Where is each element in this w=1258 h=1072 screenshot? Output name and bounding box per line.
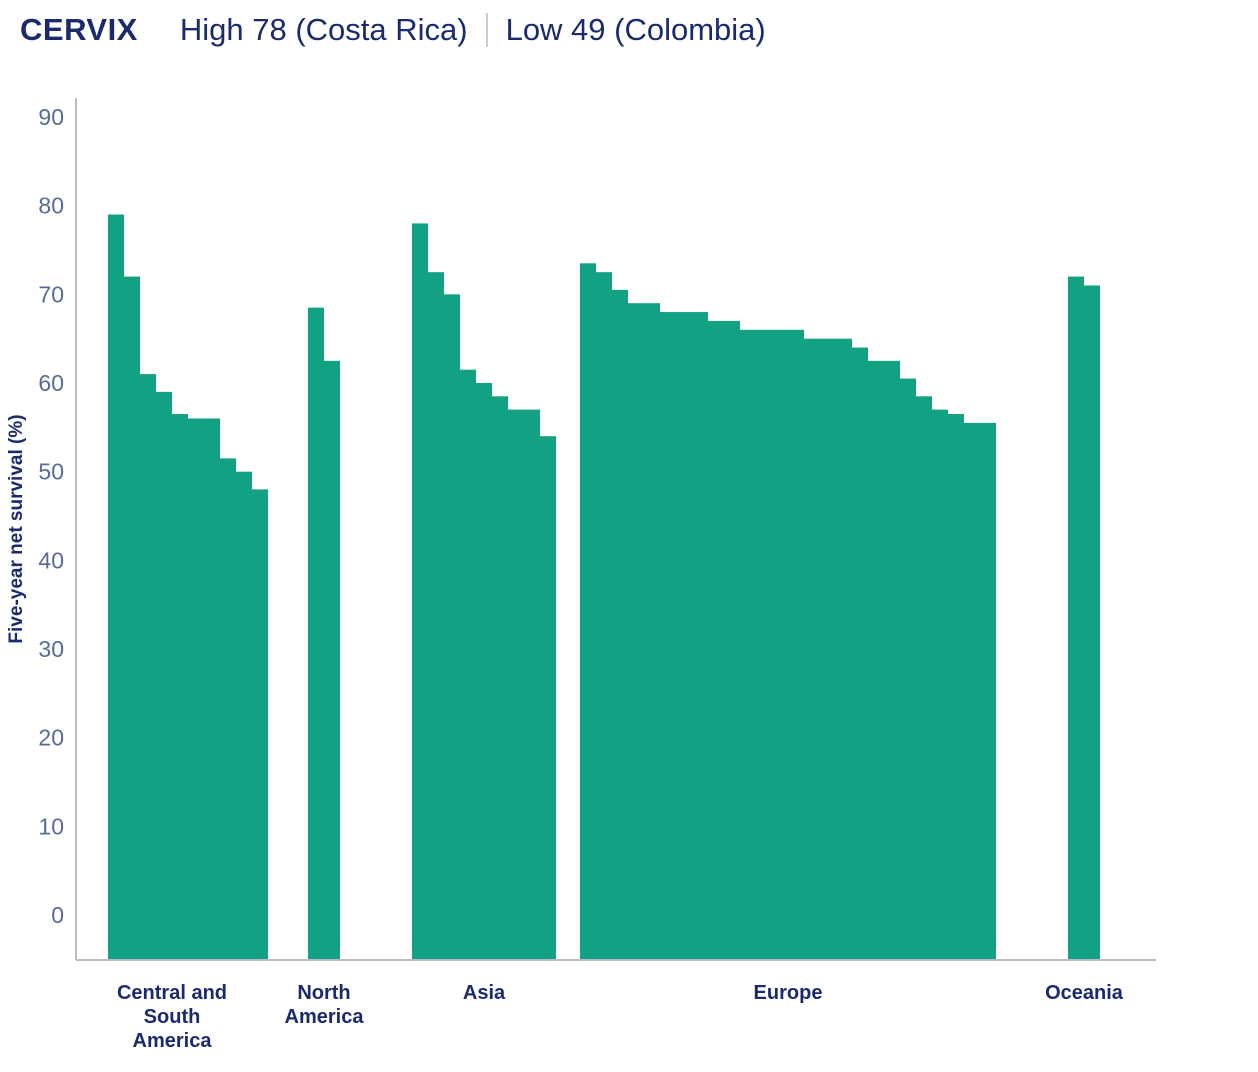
bar: [476, 383, 492, 960]
low-value-label: Low 49 (Colombia): [505, 12, 766, 47]
bar: [220, 458, 236, 960]
region-label: Europe: [754, 982, 823, 1004]
bar: [852, 347, 868, 960]
bar: [980, 422, 996, 960]
y-tick-label: 0: [51, 902, 64, 928]
bar: [964, 422, 980, 960]
bar: [508, 409, 524, 961]
bar: [676, 312, 692, 961]
bar: [868, 360, 884, 960]
bar: [188, 418, 204, 960]
high-value-label: High 78 (Costa Rica): [179, 12, 468, 47]
bar: [708, 320, 724, 960]
bar: [460, 369, 476, 960]
region-label-line: America: [285, 1006, 365, 1028]
bar: [916, 396, 932, 960]
y-tick-label: 40: [38, 547, 64, 573]
bar: [140, 374, 156, 961]
bar-group: [108, 214, 268, 961]
bar: [308, 307, 324, 961]
bar-group: [412, 223, 556, 961]
y-tick-label: 10: [38, 813, 64, 839]
bar: [524, 409, 540, 961]
bars-layer: [108, 214, 1100, 961]
bar: [444, 294, 460, 960]
bar: [820, 338, 836, 961]
region-label-line: America: [133, 1030, 213, 1052]
bar: [932, 409, 948, 961]
region-label: Central and South America: [117, 982, 227, 1052]
bar: [804, 338, 820, 961]
bar: [900, 378, 916, 961]
bar: [252, 489, 268, 960]
bar: [628, 303, 644, 960]
bar: [1084, 285, 1100, 960]
y-tick-label: 20: [38, 725, 64, 751]
region-label-line: Europe: [754, 982, 823, 1004]
header-divider: [485, 13, 488, 47]
bar: [836, 338, 852, 961]
y-tick-label: 80: [38, 193, 64, 219]
bar: [948, 414, 964, 960]
y-axis-title: Five-year net survival (%): [6, 414, 27, 643]
bar: [1068, 276, 1084, 961]
y-tick-label: 60: [38, 370, 64, 396]
y-tick-label: 90: [38, 104, 64, 130]
region-label-line: South: [144, 1006, 201, 1028]
bar: [412, 223, 428, 960]
cancer-site-title: CERVIX: [20, 12, 138, 47]
bar: [580, 263, 596, 960]
y-tick-label: 50: [38, 459, 64, 485]
bar: [540, 436, 556, 960]
bar: [204, 418, 220, 960]
bar: [324, 360, 340, 960]
bar: [772, 329, 788, 960]
bar: [644, 303, 660, 960]
region-label-line: Asia: [463, 982, 506, 1004]
region-label-line: Oceania: [1045, 982, 1124, 1004]
bar: [788, 329, 804, 960]
y-tick-label: 30: [38, 636, 64, 662]
bar: [124, 276, 140, 961]
bar-group: [1068, 276, 1100, 961]
bar: [692, 312, 708, 961]
region-label: Asia: [463, 982, 506, 1004]
bar: [596, 272, 612, 961]
bar: [612, 289, 628, 960]
bar: [492, 396, 508, 960]
bar-group: [308, 307, 340, 961]
bar: [236, 471, 252, 960]
region-label-line: North: [297, 982, 350, 1004]
bar: [156, 391, 172, 960]
bar: [884, 360, 900, 960]
bar: [108, 214, 124, 961]
bar: [660, 312, 676, 961]
chart-header: CERVIX High 78 (Costa Rica) Low 49 (Colo…: [20, 8, 766, 52]
bar: [172, 414, 188, 960]
bar: [756, 329, 772, 960]
bar: [724, 320, 740, 960]
bar-group: [580, 263, 996, 961]
region-label: Oceania: [1045, 982, 1124, 1004]
axes-layer: 0 10 20 30 40 50 60 70 80 90 Five-year net surviva…: [6, 98, 1156, 961]
bar: [740, 329, 756, 960]
region-label-line: Central and: [117, 982, 227, 1004]
region-label: North America: [285, 982, 365, 1028]
y-tick-label: 70: [38, 281, 64, 307]
bar: [428, 272, 444, 961]
